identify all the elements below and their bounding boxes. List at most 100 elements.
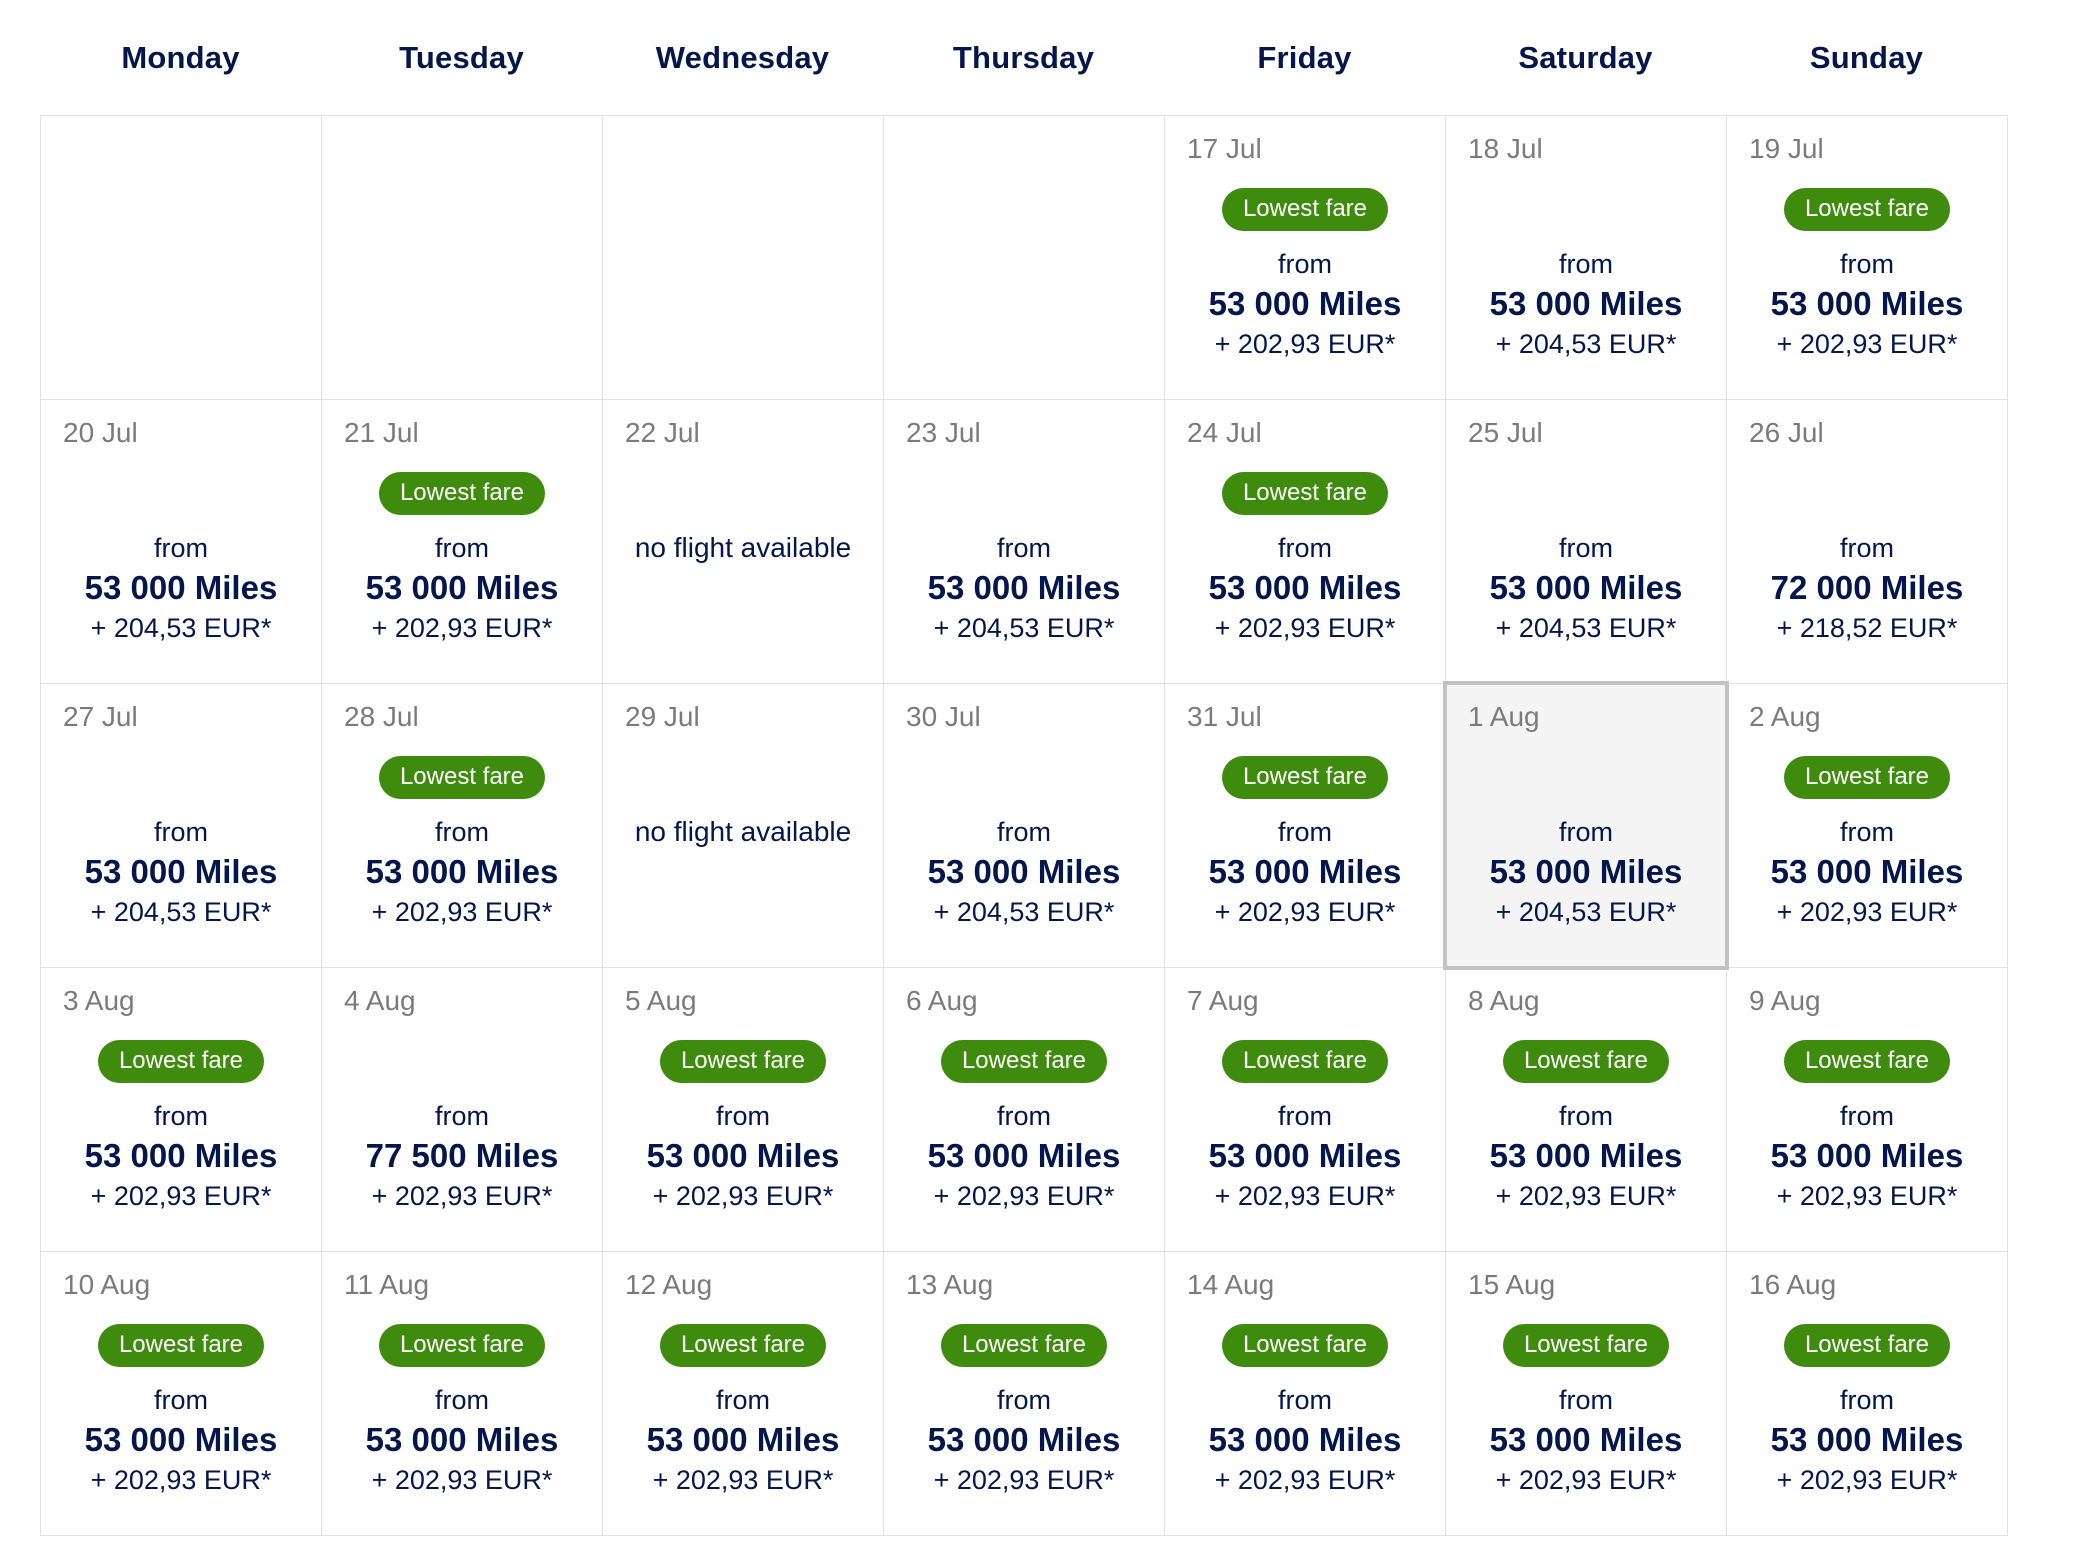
date-label: 26 Jul [1749,417,1824,448]
miles-value: 53 000 Miles [1208,1421,1402,1458]
calendar-day-cell[interactable]: 14 Aug Lowest fare from 53 000 Miles + 202,9… [1165,1252,1446,1536]
date-label: 24 Jul [1187,417,1262,448]
taxes-value: + 204,53 EUR* [1495,613,1677,643]
badge-row: Lowest fare [41,1039,321,1083]
from-label: from [1840,249,1894,279]
calendar-day-cell[interactable]: 17 Jul Lowest fare from 53 000 Miles + 202,9… [1165,116,1446,400]
badge-row [1446,756,1726,798]
date-label: 14 Aug [1187,1269,1275,1300]
miles-value: 53 000 Miles [1489,569,1683,606]
calendar-day-cell[interactable]: 12 Aug Lowest fare from 53 000 Miles + 202,9… [603,1252,884,1536]
calendar-grid: 17 Jul Lowest fare from 53 000 Miles + 202,9… [40,115,2008,1536]
calendar-day-cell[interactable]: 26 Jul from 72 000 Miles + 218,52 EUR* [1727,400,2008,684]
calendar-day-cell[interactable]: 31 Jul Lowest fare from 53 000 Miles + 202,9… [1165,684,1446,968]
from-label: from [716,1385,770,1415]
badge-row: Lowest fare [322,1323,602,1367]
calendar-day-cell[interactable]: 18 Jul from 53 000 Miles + 204,53 EUR* [1446,116,1727,400]
calendar-day-cell[interactable]: 4 Aug from 77 500 Miles + 202,93 EUR* [322,968,603,1252]
calendar-day-cell[interactable]: 1 Aug from 53 000 Miles + 204,53 EUR* [1443,681,1729,970]
badge-row: Lowest fare [603,1039,883,1083]
lowest-fare-badge: Lowest fare [378,471,546,515]
badge-row: Lowest fare [1165,187,1445,231]
date-label: 29 Jul [625,701,700,732]
from-label: from [997,1385,1051,1415]
date-label: 17 Jul [1187,133,1262,164]
date-label: 19 Jul [1749,133,1824,164]
lowest-fare-badge: Lowest fare [940,1323,1108,1367]
date-label: 9 Aug [1749,985,1821,1016]
taxes-value: + 202,93 EUR* [933,1465,1115,1495]
calendar-day-cell[interactable]: 15 Aug Lowest fare from 53 000 Miles + 202,9… [1446,1252,1727,1536]
miles-value: 72 000 Miles [1770,569,1964,606]
from-label: from [1278,533,1332,563]
date-label: 16 Aug [1749,1269,1837,1300]
from-label: from [435,1101,489,1131]
miles-value: 53 000 Miles [1489,285,1683,322]
lowest-fare-badge: Lowest fare [1783,1039,1951,1083]
from-label: from [154,817,208,847]
badge-row: Lowest fare [1165,1039,1445,1083]
date-label: 5 Aug [625,985,697,1016]
calendar-empty-cell [603,116,884,400]
lowest-fare-badge: Lowest fare [1221,755,1389,799]
calendar-day-cell-no-flight: 29 Jul no flight available [603,684,884,968]
calendar-day-cell[interactable]: 9 Aug Lowest fare from 53 000 Miles + 202,93… [1727,968,2008,1252]
calendar-day-cell[interactable]: 13 Aug Lowest fare from 53 000 Miles + 202,9… [884,1252,1165,1536]
date-label: 18 Jul [1468,133,1543,164]
badge-row: Lowest fare [1727,755,2007,799]
calendar-day-cell[interactable]: 21 Jul Lowest fare from 53 000 Miles + 202,9… [322,400,603,684]
miles-value: 53 000 Miles [927,853,1121,890]
calendar-day-cell[interactable]: 16 Aug Lowest fare from 53 000 Miles + 202,9… [1727,1252,2008,1536]
calendar-day-cell[interactable]: 19 Jul Lowest fare from 53 000 Miles + 202,9… [1727,116,2008,400]
taxes-value: + 202,93 EUR* [1214,1465,1396,1495]
lowest-fare-badge: Lowest fare [1783,187,1951,231]
calendar-day-cell[interactable]: 28 Jul Lowest fare from 53 000 Miles + 202,9… [322,684,603,968]
calendar-day-cell[interactable]: 25 Jul from 53 000 Miles + 204,53 EUR* [1446,400,1727,684]
miles-value: 53 000 Miles [1208,285,1402,322]
calendar-day-cell[interactable]: 7 Aug Lowest fare from 53 000 Miles + 202,93… [1165,968,1446,1252]
lowest-fare-badge: Lowest fare [1502,1039,1670,1083]
lowest-fare-badge: Lowest fare [1221,187,1389,231]
badge-row: Lowest fare [884,1039,1164,1083]
badge-row [884,756,1164,798]
lowest-fare-badge: Lowest fare [1221,1039,1389,1083]
badge-row: Lowest fare [1727,1323,2007,1367]
calendar-day-cell[interactable]: 8 Aug Lowest fare from 53 000 Miles + 202,93… [1446,968,1727,1252]
taxes-value: + 218,52 EUR* [1776,613,1958,643]
calendar-day-cell[interactable]: 20 Jul from 53 000 Miles + 204,53 EUR* [41,400,322,684]
calendar-day-cell[interactable]: 24 Jul Lowest fare from 53 000 Miles + 202,9… [1165,400,1446,684]
miles-value: 53 000 Miles [1770,285,1964,322]
from-label: from [435,1385,489,1415]
weekday-header-monday: Monday [121,39,240,75]
calendar-day-cell[interactable]: 10 Aug Lowest fare from 53 000 Miles + 202,9… [41,1252,322,1536]
calendar-day-cell[interactable]: 11 Aug Lowest fare from 53 000 Miles + 202,9… [322,1252,603,1536]
taxes-value: + 202,93 EUR* [1214,897,1396,927]
award-fare-calendar: Monday Tuesday Wednesday Thursday Friday… [40,0,2008,1536]
lowest-fare-badge: Lowest fare [659,1039,827,1083]
lowest-fare-badge: Lowest fare [940,1039,1108,1083]
calendar-day-cell[interactable]: 30 Jul from 53 000 Miles + 204,53 EUR* [884,684,1165,968]
miles-value: 53 000 Miles [927,569,1121,606]
taxes-value: + 204,53 EUR* [933,613,1115,643]
badge-row: Lowest fare [322,471,602,515]
date-label: 21 Jul [344,417,419,448]
calendar-day-cell[interactable]: 6 Aug Lowest fare from 53 000 Miles + 202,93… [884,968,1165,1252]
weekday-header-row: Monday Tuesday Wednesday Thursday Friday… [40,0,2007,115]
date-label: 11 Aug [344,1269,430,1300]
calendar-day-cell[interactable]: 3 Aug Lowest fare from 53 000 Miles + 202,93… [41,968,322,1252]
calendar-day-cell[interactable]: 27 Jul from 53 000 Miles + 204,53 EUR* [41,684,322,968]
calendar-day-cell[interactable]: 5 Aug Lowest fare from 53 000 Miles + 202,93… [603,968,884,1252]
from-label: from [1278,249,1332,279]
weekday-header-saturday: Saturday [1518,39,1653,75]
date-label: 6 Aug [906,985,978,1016]
calendar-empty-cell [322,116,603,400]
taxes-value: + 202,93 EUR* [371,1465,553,1495]
taxes-value: + 202,93 EUR* [652,1181,834,1211]
date-label: 4 Aug [344,985,416,1016]
weekday-header-sunday: Sunday [1809,39,1924,75]
from-label: from [997,817,1051,847]
calendar-day-cell[interactable]: 23 Jul from 53 000 Miles + 204,53 EUR* [884,400,1165,684]
calendar-day-cell[interactable]: 2 Aug Lowest fare from 53 000 Miles + 202,93… [1727,684,2008,968]
taxes-value: + 202,93 EUR* [371,1181,553,1211]
taxes-value: + 204,53 EUR* [1495,329,1677,359]
